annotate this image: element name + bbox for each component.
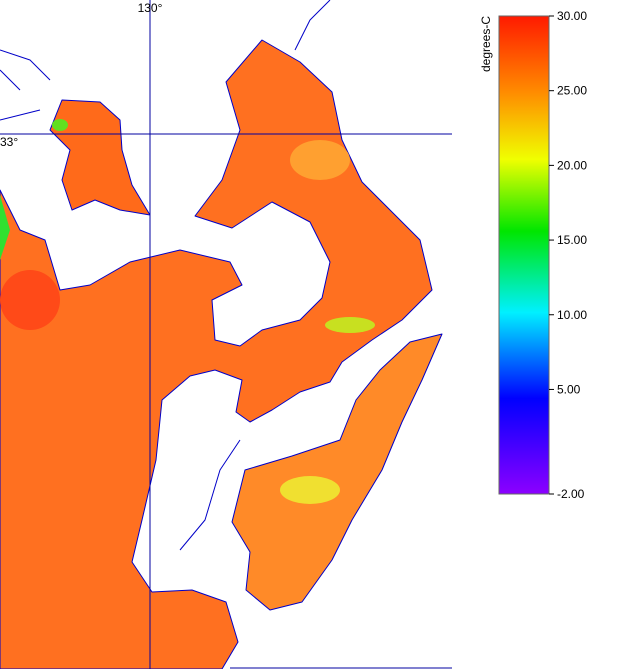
warm-patch: [290, 140, 350, 180]
colorbar-tick-label: 15.00: [557, 233, 587, 247]
colorbar-tick-label: 5.00: [557, 382, 581, 396]
inner-sea: [231, 333, 443, 611]
coastline: [0, 0, 331, 551]
lon-label: 130°: [138, 1, 163, 15]
colorbar-tick-label: 30.00: [557, 9, 587, 23]
colorbar-tick-label: 25.00: [557, 84, 587, 98]
colorbar-tick-label: 20.00: [557, 158, 587, 172]
warm-patch: [0, 270, 60, 330]
sea: [0, 39, 443, 669]
north-bay: [49, 99, 151, 216]
cool-patch: [0, 195, 10, 260]
colorbar: [498, 15, 550, 495]
colorbar-tick-label: -2.00: [557, 487, 585, 501]
western-sea: [0, 39, 433, 669]
colorbar-tick-label: 10.00: [557, 308, 587, 322]
cool-patch: [280, 476, 340, 504]
cool-patch: [52, 119, 68, 131]
cool-patch: [325, 317, 375, 333]
lat-label: 33°: [0, 135, 18, 149]
colorbar-title: degrees-C: [479, 16, 493, 72]
